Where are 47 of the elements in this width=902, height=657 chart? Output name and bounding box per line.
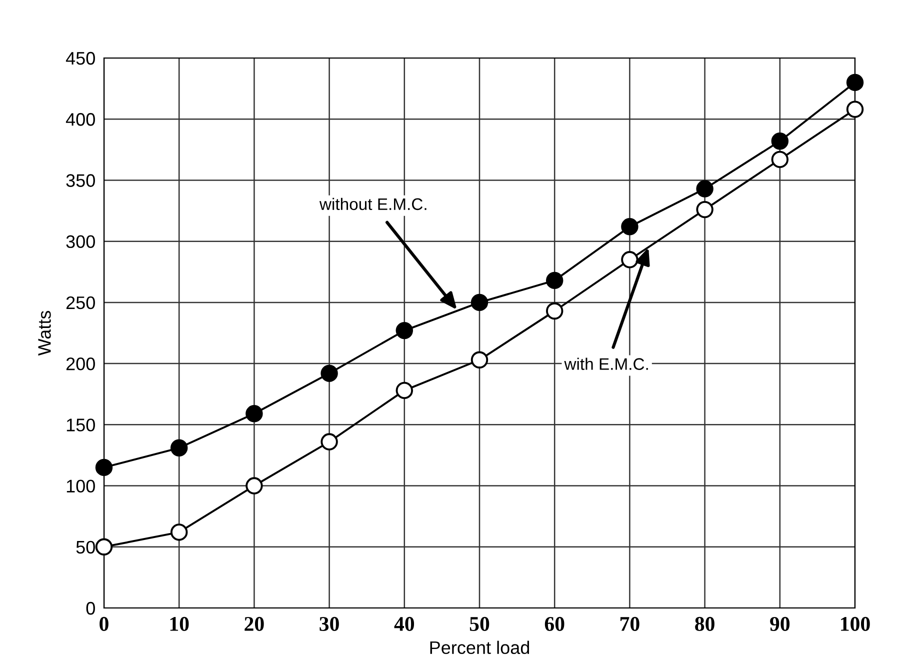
y-tick-label: 100 [66,480,95,492]
point [546,272,564,290]
x-tick-label: 30 [320,616,339,631]
point [246,477,263,494]
annotation: without E.M.C. [319,198,426,210]
point [95,458,113,476]
point [846,100,864,118]
point [696,200,714,218]
point [470,294,488,312]
y-tick-label: 200 [66,357,95,370]
point [320,364,338,382]
point [246,405,263,422]
point [771,132,789,150]
y-tick-label: 0 [86,602,95,615]
point [470,351,488,369]
x-tick-label: 70 [620,616,640,631]
point [771,150,789,168]
x-tick-label: 20 [244,616,264,631]
point [396,322,414,340]
point [696,180,714,198]
x-axis-title: Percent load [430,640,530,654]
x-tick-label: 10 [170,616,189,631]
y-tick-label: 250 [66,296,95,310]
y-tick-label: 50 [76,540,95,554]
x-tick-label: 0 [100,616,108,631]
point [621,251,638,268]
x-tick-label: 100 [841,616,870,631]
point [170,524,188,541]
x-tick-label: 90 [770,616,790,631]
x-tick-label: 60 [544,616,564,631]
annotation: with E.M.C. [564,358,648,370]
y-axis-title: Watts [38,310,51,356]
point [621,218,638,236]
x-tick-label: 80 [695,616,714,631]
x-tick-label: 50 [470,616,490,631]
point [396,382,414,400]
point [95,538,113,556]
y-tick-label: 400 [66,113,95,126]
point [846,74,864,92]
y-tick-label: 300 [66,235,95,248]
y-tick-label: 350 [66,174,95,187]
y-tick-label: 450 [66,52,95,65]
point [320,433,338,450]
y-tick-label: 150 [66,418,95,432]
x-tick-label: 40 [394,616,414,631]
point [546,302,564,320]
point [170,439,188,457]
